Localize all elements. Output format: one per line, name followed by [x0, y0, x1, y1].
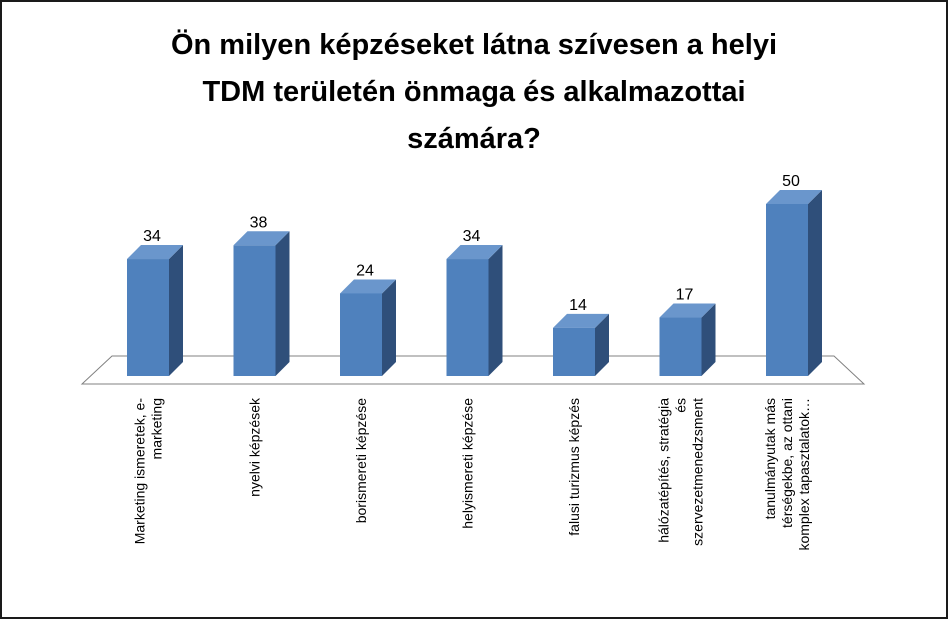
bar-top — [553, 313, 609, 328]
bar-side — [701, 303, 716, 376]
category-label: borismereti képzése — [353, 398, 369, 523]
bar-side — [488, 245, 503, 376]
category-label: nyelvi képzések — [247, 397, 263, 497]
bar-7 — [766, 190, 822, 376]
chart-title-line-3: számára? — [407, 123, 541, 155]
chart-title: Ön milyen képzéseket látna szívesen a he… — [2, 22, 946, 163]
data-label: 34 — [463, 228, 481, 245]
category-label: falusi turizmus képzés — [566, 398, 582, 536]
category-label-line: helyismereti képzése — [460, 398, 476, 529]
data-label: 14 — [569, 297, 587, 314]
data-label: 38 — [250, 214, 268, 231]
category-label: Marketing ismeretek, e-marketing — [132, 398, 165, 545]
bar-side — [169, 245, 183, 376]
category-label-line: komplex tapasztalatok… — [796, 398, 812, 551]
bar-5 — [553, 313, 609, 376]
bar-top — [340, 279, 396, 294]
bar-3 — [340, 279, 396, 376]
chart-title-line-2: TDM területén önmaga és alkalmazottai — [202, 76, 746, 108]
category-label: helyismereti képzése — [460, 398, 476, 529]
bar-front — [340, 293, 382, 376]
bar-1 — [127, 245, 183, 376]
category-label-line: és — [673, 398, 689, 413]
bar-side — [382, 279, 396, 376]
bar-top — [766, 190, 822, 204]
data-label: 17 — [676, 287, 694, 304]
bar-front — [233, 245, 276, 376]
bar-series: 34 38 24 34 14 17 50 — [127, 173, 822, 376]
bar-4 — [446, 245, 503, 376]
bar-front — [127, 259, 169, 376]
category-label-line: hálózatépítés, stratégia — [656, 398, 672, 543]
bar-top — [127, 245, 183, 260]
bar-front — [446, 259, 489, 376]
bar-front — [766, 204, 808, 376]
category-label-line: marketing — [149, 398, 165, 459]
category-label-line: szervezetmenedzsment — [690, 398, 706, 546]
category-label-line: térségekbe, az ottani — [779, 398, 795, 528]
category-label-line: tanulmányutak más — [762, 398, 778, 519]
bar-top — [233, 231, 290, 246]
bar-side — [808, 190, 822, 376]
bar-side — [595, 313, 609, 376]
bar-6 — [659, 303, 716, 376]
category-label-line: Marketing ismeretek, e- — [132, 398, 148, 545]
bar-side — [275, 231, 290, 376]
data-label: 34 — [143, 228, 161, 245]
category-label: hálózatépítés, stratégiaésszervezetmened… — [656, 398, 706, 546]
bar-top — [446, 245, 503, 260]
chart-title-line-1: Ön milyen képzéseket látna szívesen a he… — [170, 29, 778, 61]
category-label: tanulmányutak mástérségekbe, az ottaniko… — [762, 398, 812, 551]
category-label-line: nyelvi képzések — [247, 397, 263, 497]
bar-2 — [233, 231, 290, 376]
bar-top — [659, 303, 716, 318]
category-label-line: borismereti képzése — [353, 398, 369, 523]
bar-front — [553, 327, 595, 376]
data-label: 50 — [782, 173, 800, 190]
data-label: 24 — [356, 262, 374, 279]
category-label-line: falusi turizmus képzés — [566, 398, 582, 536]
bar-front — [659, 317, 702, 376]
category-labels: Marketing ismeretek, e-marketing nyelvi k… — [132, 397, 813, 551]
